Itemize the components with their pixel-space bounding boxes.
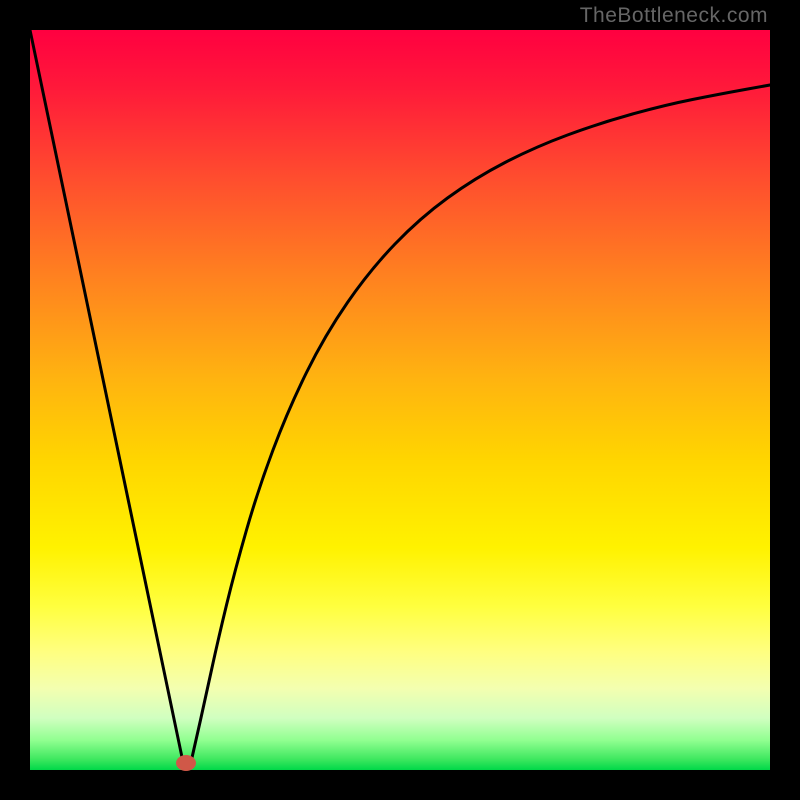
chart-container: TheBottleneck.com bbox=[0, 0, 800, 800]
curve-path bbox=[30, 30, 770, 763]
vertex-marker bbox=[176, 755, 196, 771]
watermark-text: TheBottleneck.com bbox=[580, 4, 768, 28]
bottleneck-curve bbox=[0, 0, 800, 800]
